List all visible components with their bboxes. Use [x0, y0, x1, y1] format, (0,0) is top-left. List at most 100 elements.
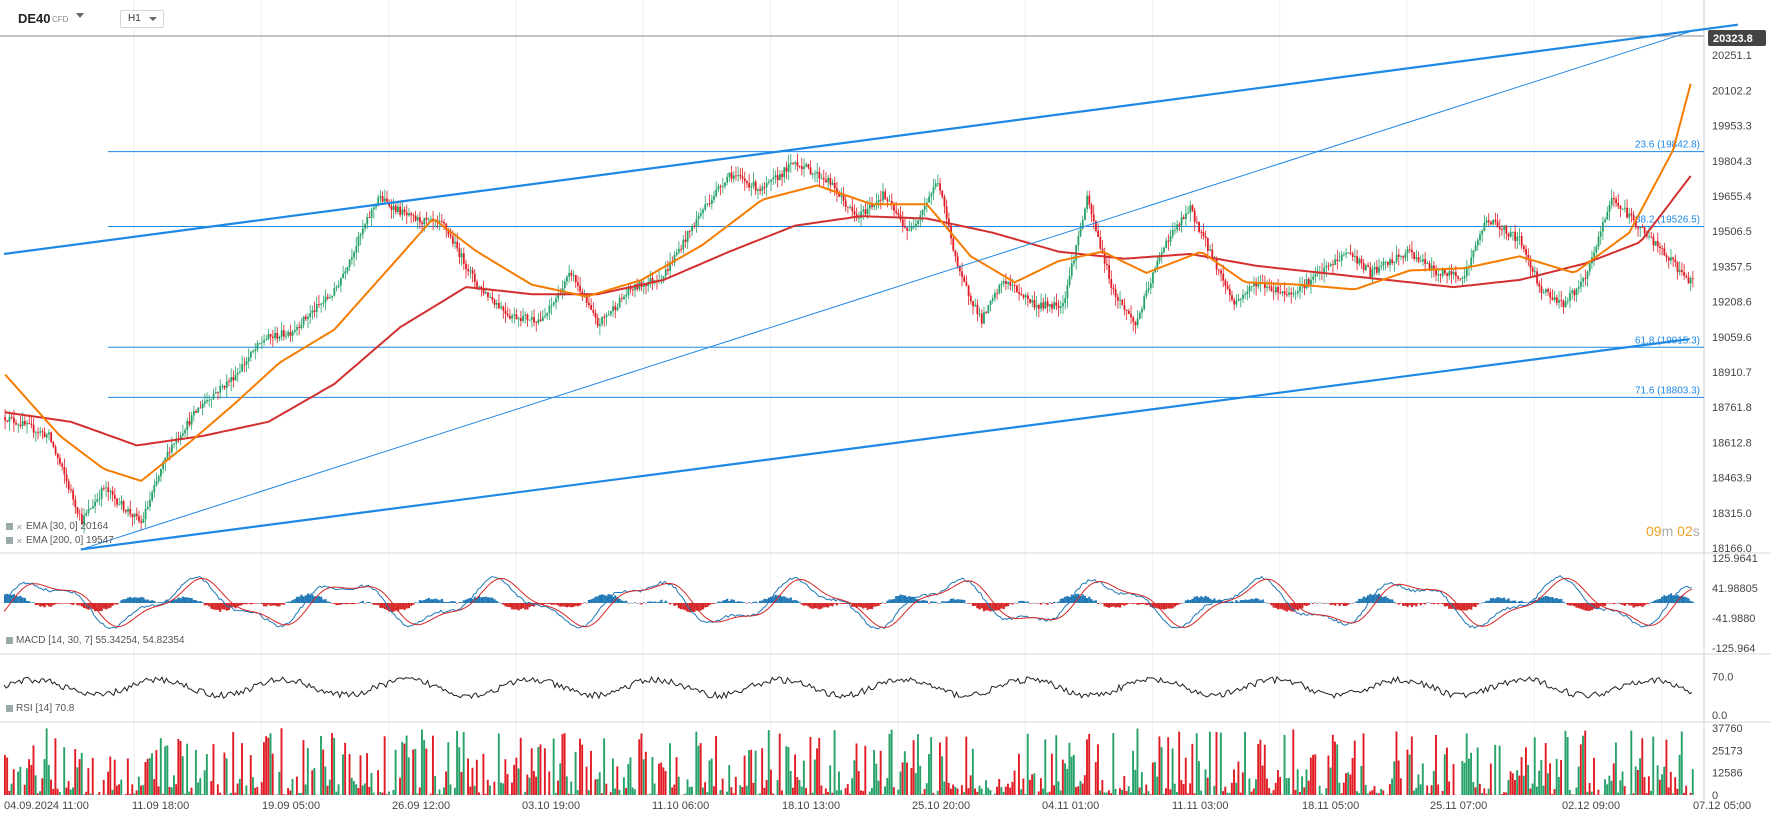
volume-bar [1086, 739, 1088, 795]
macd-bar [175, 599, 178, 603]
macd-bar [552, 603, 555, 605]
macd-bar [1560, 598, 1563, 603]
volume-bar [851, 778, 854, 795]
candle-body [105, 487, 107, 489]
macd-bar [214, 603, 217, 610]
volume-bar [1476, 747, 1479, 795]
volume-bar [1579, 744, 1582, 795]
timeframe-select[interactable]: H1 [120, 10, 164, 28]
macd-bar [1081, 594, 1084, 603]
macd-bar [844, 603, 847, 604]
candle-body [397, 206, 399, 213]
indicator-settings-icon[interactable] [6, 636, 13, 644]
candle-body [579, 285, 582, 292]
fib-level-label: 23.6 (19842.8) [1635, 140, 1700, 151]
candle-body [618, 298, 621, 308]
legend-macd[interactable]: MACD [14, 30, 7] 55.34254, 54.82354 [6, 635, 184, 646]
macd-bar [109, 603, 112, 608]
legend-ema200[interactable]: ✕ EMA [200, 0] 19547 [6, 535, 114, 546]
candle-body [1564, 301, 1567, 308]
volume-bar [587, 790, 590, 795]
symbol-chevron-down-icon[interactable] [76, 13, 84, 18]
macd-bar [1026, 601, 1029, 603]
macd-bar [873, 603, 876, 607]
macd-bar [515, 603, 518, 610]
macd-bar [787, 598, 790, 603]
macd-bar [1593, 603, 1596, 609]
macd-bar [1068, 596, 1071, 603]
volume-bar [475, 759, 478, 795]
macd-bar [124, 598, 127, 603]
volume-bar [579, 738, 581, 795]
candle-body [225, 381, 228, 388]
volume-bar [1564, 730, 1567, 795]
candle-body [1026, 295, 1029, 299]
indicator-settings-icon[interactable] [6, 522, 13, 530]
symbol-label[interactable]: DE40 [18, 11, 51, 26]
indicator-settings-icon[interactable] [6, 536, 13, 544]
candle-body [1656, 241, 1659, 247]
candle-body [1283, 291, 1286, 295]
volume-bar [1680, 731, 1683, 795]
volume-bar [1630, 730, 1633, 795]
volume-bar [1619, 780, 1622, 795]
candle-body [372, 207, 375, 210]
candle-body [1307, 278, 1310, 285]
candle-body [706, 203, 709, 205]
candle-body [361, 228, 364, 235]
volume-bar [17, 771, 20, 795]
volume-bar [537, 747, 540, 795]
macd-bar [1621, 603, 1624, 606]
timeframe-chevron-down-icon[interactable] [149, 17, 157, 21]
candle-body [179, 435, 182, 439]
macd-bar [326, 601, 329, 603]
candle-body [1417, 257, 1420, 262]
volume-bar [625, 787, 628, 795]
macd-bar [1353, 602, 1356, 603]
macd-bar [1467, 603, 1471, 610]
indicator-close-icon[interactable]: ✕ [16, 523, 23, 533]
volume-bar [1061, 759, 1064, 795]
candle-body [1386, 261, 1389, 265]
price-tick-label: 19208.6 [1712, 297, 1752, 309]
candle-body [164, 457, 167, 462]
macd-bar [660, 599, 663, 603]
volume-bar [76, 767, 79, 795]
macd-bar [1441, 603, 1444, 605]
candle-body [713, 195, 715, 200]
candle-body [530, 317, 533, 320]
candle-body [680, 248, 682, 250]
volume-bar [243, 794, 246, 795]
volume-bar [1342, 782, 1345, 795]
legend-ema30[interactable]: ✕ EMA [30, 0] 20164 [6, 521, 108, 532]
indicator-settings-icon[interactable] [6, 704, 13, 712]
volume-bar [570, 781, 573, 795]
indicator-close-icon[interactable]: ✕ [16, 537, 23, 547]
macd-bar [838, 603, 841, 604]
volume-bar [1268, 788, 1271, 795]
candle-body [1174, 229, 1176, 231]
candle-body [1035, 305, 1038, 308]
volume-bar [978, 785, 981, 795]
legend-rsi[interactable]: RSI [14] 70.8 [6, 703, 74, 714]
volume-bar [980, 788, 983, 795]
candle-body [605, 315, 608, 318]
macd-bar [899, 594, 902, 603]
candle-body [337, 285, 340, 288]
macd-bar [1413, 603, 1416, 606]
macd-bar [910, 596, 913, 603]
macd-bar [1160, 603, 1163, 610]
macd-bar [396, 603, 400, 612]
volume-bar [1573, 794, 1576, 795]
volume-bar [201, 794, 204, 795]
volume-bar [699, 743, 702, 795]
volume-bar [726, 791, 728, 795]
macd-bar [699, 603, 702, 611]
macd-bar [1059, 598, 1062, 603]
macd-bar [1366, 595, 1370, 603]
volume-bar [1018, 753, 1020, 795]
macd-bar [1687, 598, 1690, 603]
macd-bar [680, 603, 683, 610]
